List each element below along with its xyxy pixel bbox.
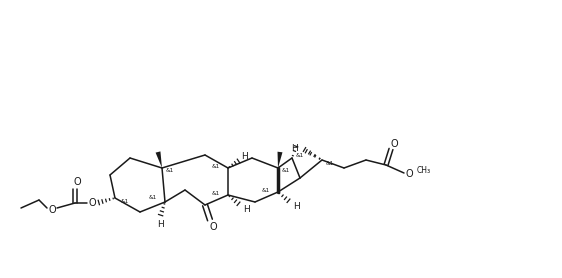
Text: O: O [390, 139, 398, 149]
Text: H: H [241, 152, 247, 160]
Text: &1: &1 [262, 187, 270, 192]
Text: &1: &1 [149, 195, 157, 200]
Text: O: O [48, 205, 56, 215]
Text: O: O [73, 177, 81, 187]
Text: O: O [405, 169, 413, 179]
Text: H: H [157, 220, 164, 229]
Text: &1: &1 [296, 153, 304, 158]
Text: &1: &1 [282, 168, 290, 173]
Polygon shape [278, 152, 283, 168]
Text: H: H [291, 143, 297, 153]
Text: O: O [88, 198, 96, 208]
Text: &1: &1 [212, 190, 220, 195]
Text: &1: &1 [166, 168, 174, 173]
Text: &1: &1 [121, 198, 129, 203]
Text: O: O [209, 222, 217, 232]
Polygon shape [156, 152, 162, 168]
Text: &1: &1 [212, 163, 220, 168]
Text: H: H [293, 202, 300, 210]
Text: CH₃: CH₃ [417, 165, 431, 175]
Text: H: H [243, 205, 250, 214]
Text: &1: &1 [326, 160, 334, 165]
